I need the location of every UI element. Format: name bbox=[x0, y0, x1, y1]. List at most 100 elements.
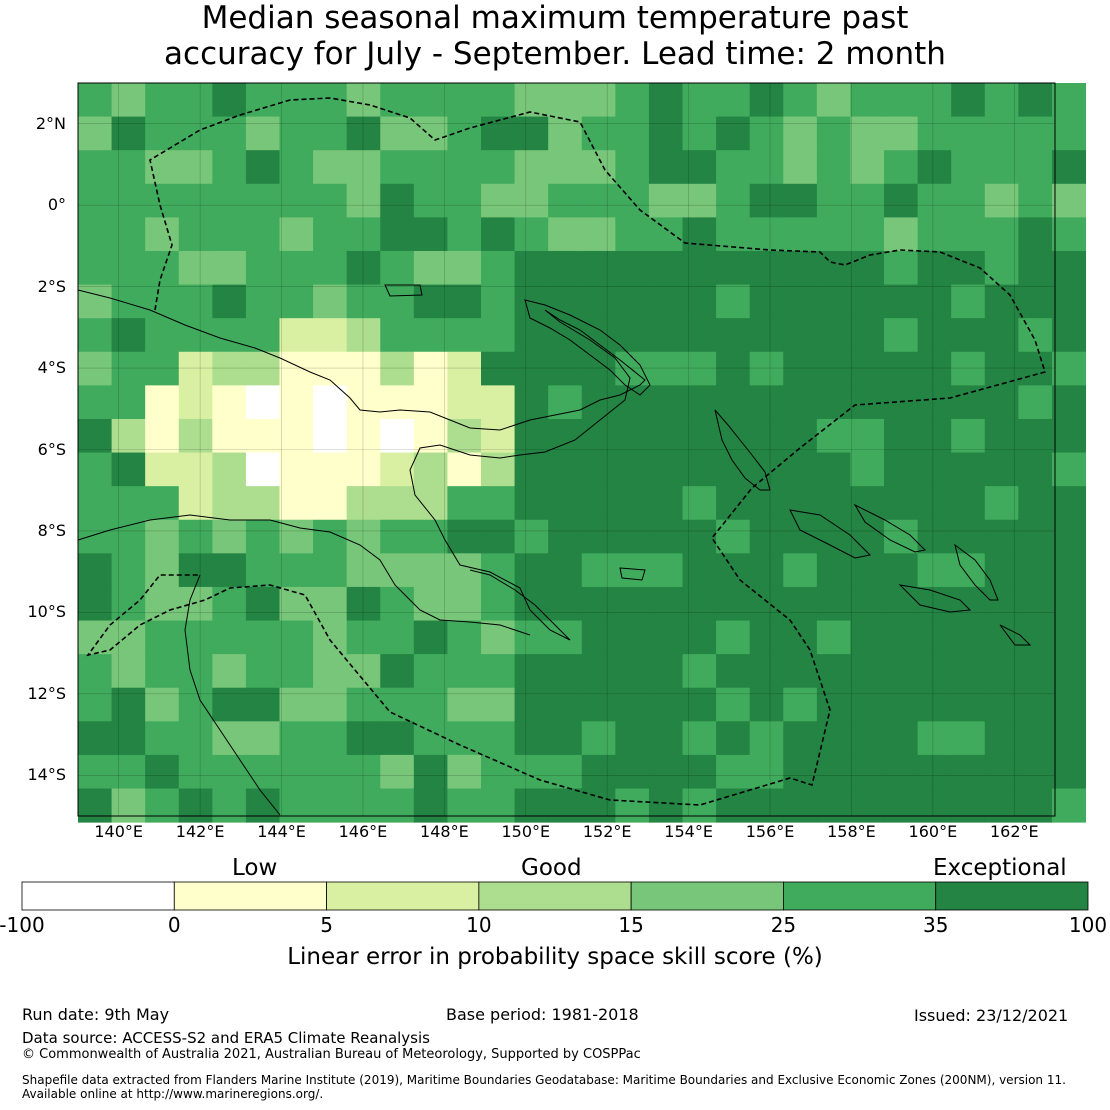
skill-cell bbox=[917, 586, 952, 622]
lat-tick-label: 0° bbox=[47, 195, 66, 215]
skill-cell bbox=[313, 553, 348, 588]
skill-cell bbox=[1051, 486, 1087, 521]
skill-cell bbox=[648, 721, 684, 756]
skill-cell bbox=[447, 754, 482, 790]
skill-cell bbox=[1051, 418, 1087, 454]
skill-cell bbox=[682, 385, 717, 420]
skill-cell bbox=[581, 250, 616, 286]
skill-cell bbox=[816, 217, 851, 252]
skill-cell bbox=[78, 385, 113, 420]
skill-cell bbox=[1051, 83, 1087, 118]
skill-cell bbox=[413, 318, 448, 353]
lat-tick-label: 14°S bbox=[27, 765, 66, 785]
lon-tick-label: 154°E bbox=[664, 822, 713, 841]
skill-cell bbox=[447, 553, 482, 588]
skill-cell bbox=[245, 519, 281, 554]
skill-cell bbox=[548, 721, 583, 756]
skill-cell bbox=[279, 721, 314, 756]
skill-cell bbox=[145, 788, 180, 823]
skill-cell bbox=[917, 183, 952, 218]
skill-cell bbox=[413, 519, 448, 554]
skill-cell bbox=[245, 385, 281, 420]
skill-cell bbox=[178, 418, 213, 454]
skill-cell bbox=[413, 250, 448, 286]
skill-cell bbox=[783, 452, 818, 487]
skill-cell bbox=[615, 620, 650, 655]
skill-cell bbox=[313, 217, 348, 252]
skill-cell bbox=[984, 116, 1019, 151]
skill-cell bbox=[178, 116, 213, 151]
skill-cell bbox=[111, 620, 146, 655]
skill-cell bbox=[850, 553, 885, 588]
skill-cell bbox=[615, 586, 650, 622]
skill-cell bbox=[548, 183, 583, 218]
skill-cell bbox=[481, 754, 516, 790]
skill-cell bbox=[716, 83, 751, 118]
skill-cell bbox=[380, 250, 415, 286]
skill-cell bbox=[481, 586, 516, 622]
skill-cell bbox=[481, 519, 516, 554]
skill-cell bbox=[279, 217, 314, 252]
skill-cell bbox=[380, 183, 415, 218]
skill-cell bbox=[413, 654, 448, 689]
skill-cell bbox=[682, 452, 717, 487]
skill-cell bbox=[884, 754, 919, 790]
lon-tick-label: 150°E bbox=[501, 822, 551, 841]
skill-cell bbox=[884, 654, 919, 689]
skill-cell bbox=[884, 418, 919, 454]
skill-cell bbox=[917, 83, 952, 118]
lon-tick-label: 144°E bbox=[257, 822, 306, 841]
skill-cell bbox=[380, 754, 415, 790]
skill-cell bbox=[380, 418, 415, 454]
skill-cell bbox=[145, 519, 180, 554]
skill-cell bbox=[346, 217, 381, 252]
skill-cell bbox=[313, 150, 348, 185]
skill-cell bbox=[682, 654, 717, 689]
skill-cell bbox=[816, 788, 851, 823]
skill-cell bbox=[145, 687, 180, 722]
skill-cell bbox=[447, 687, 482, 722]
skill-cell bbox=[1051, 250, 1087, 286]
skill-cell bbox=[548, 687, 583, 722]
skill-cell bbox=[212, 788, 247, 823]
skill-cell bbox=[816, 351, 851, 386]
skill-cell bbox=[346, 351, 381, 386]
skill-cell bbox=[245, 284, 281, 319]
lat-tick-label: 2°S bbox=[37, 276, 66, 296]
skill-cell bbox=[514, 553, 549, 588]
skill-cell bbox=[78, 318, 113, 353]
skill-cell bbox=[548, 217, 583, 252]
new-britain-coastline bbox=[524, 299, 651, 396]
skill-cell bbox=[1051, 586, 1087, 622]
skill-cell bbox=[413, 418, 448, 454]
lon-tick-label: 148°E bbox=[420, 822, 469, 841]
skill-cell bbox=[447, 721, 482, 756]
skill-cell bbox=[783, 116, 818, 151]
skill-cell bbox=[481, 116, 516, 151]
colorbar-tick-label: 15 bbox=[618, 913, 644, 937]
skill-cell bbox=[212, 687, 247, 722]
skill-cell bbox=[951, 418, 986, 454]
skill-cell bbox=[749, 486, 784, 521]
skill-cell bbox=[447, 519, 482, 554]
skill-cell bbox=[648, 586, 684, 622]
skill-cell bbox=[615, 687, 650, 722]
skill-cell bbox=[413, 452, 448, 487]
skill-cell bbox=[78, 284, 113, 319]
skill-cell bbox=[447, 620, 482, 655]
skill-cell bbox=[951, 553, 986, 588]
skill-cell bbox=[212, 486, 247, 521]
skill-cell bbox=[648, 183, 684, 218]
skill-cell bbox=[1051, 654, 1087, 689]
skill-cell bbox=[850, 620, 885, 655]
skill-cell bbox=[111, 721, 146, 756]
skill-cell bbox=[951, 687, 986, 722]
skill-grid-cells bbox=[78, 83, 1087, 823]
skill-cell bbox=[346, 486, 381, 521]
skill-cell bbox=[749, 351, 784, 386]
skill-cell bbox=[78, 788, 113, 823]
lat-tick-label: 10°S bbox=[27, 602, 66, 622]
skill-cell bbox=[884, 284, 919, 319]
skill-cell bbox=[78, 351, 113, 386]
skill-cell bbox=[581, 687, 616, 722]
